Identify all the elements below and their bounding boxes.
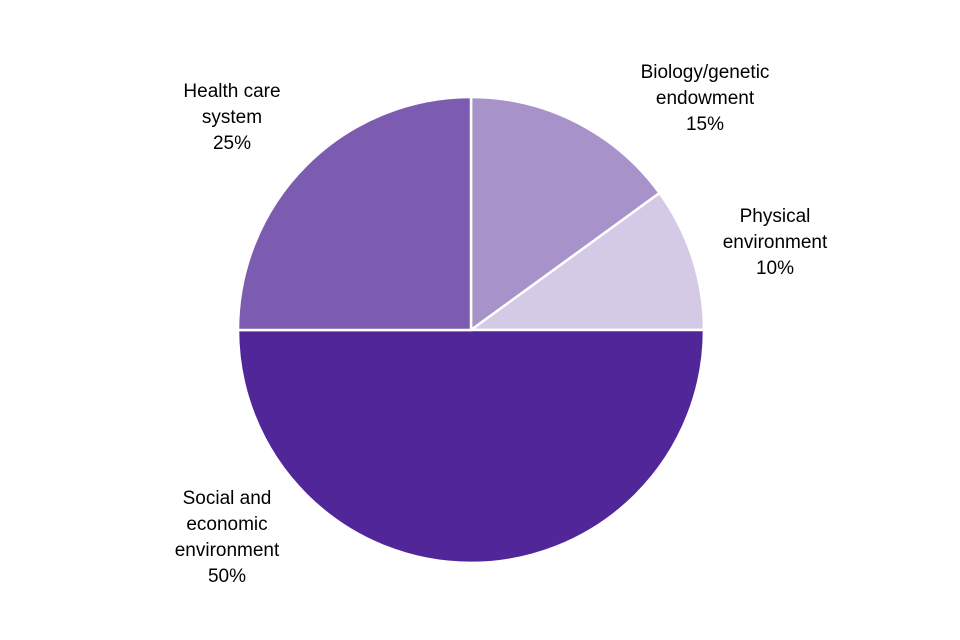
pie-slice [236,95,473,332]
pie-slice [236,328,706,565]
slice-label: system [202,107,262,128]
slice-label: economic [186,514,267,535]
pie-slice [467,191,706,332]
slice-value-label: 15% [686,114,724,135]
slice-label: Physical [740,206,811,227]
slice-label: Biology/genetic [641,62,770,83]
slice-label: environment [175,540,280,561]
pie-slice [469,95,662,333]
slice-label: endowment [656,88,755,109]
slice-value-label: 25% [213,133,251,154]
slice-label: Social and [183,488,272,509]
slice-value-label: 50% [208,566,246,587]
slice-label: Health care [183,81,280,102]
slice-label: environment [723,232,828,253]
slice-value-label: 10% [756,258,794,279]
